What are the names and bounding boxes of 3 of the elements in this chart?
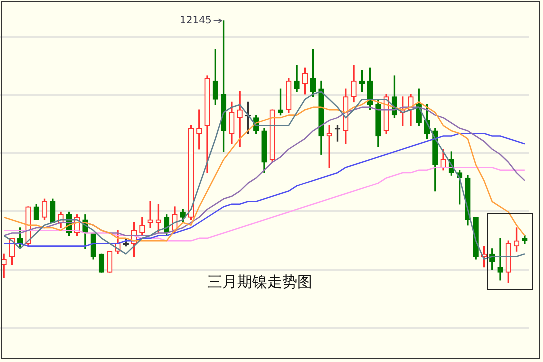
annotation: 12145 <box>180 16 212 27</box>
candlestick <box>498 238 504 281</box>
text: 三月期镍走势图 <box>206 273 314 292</box>
